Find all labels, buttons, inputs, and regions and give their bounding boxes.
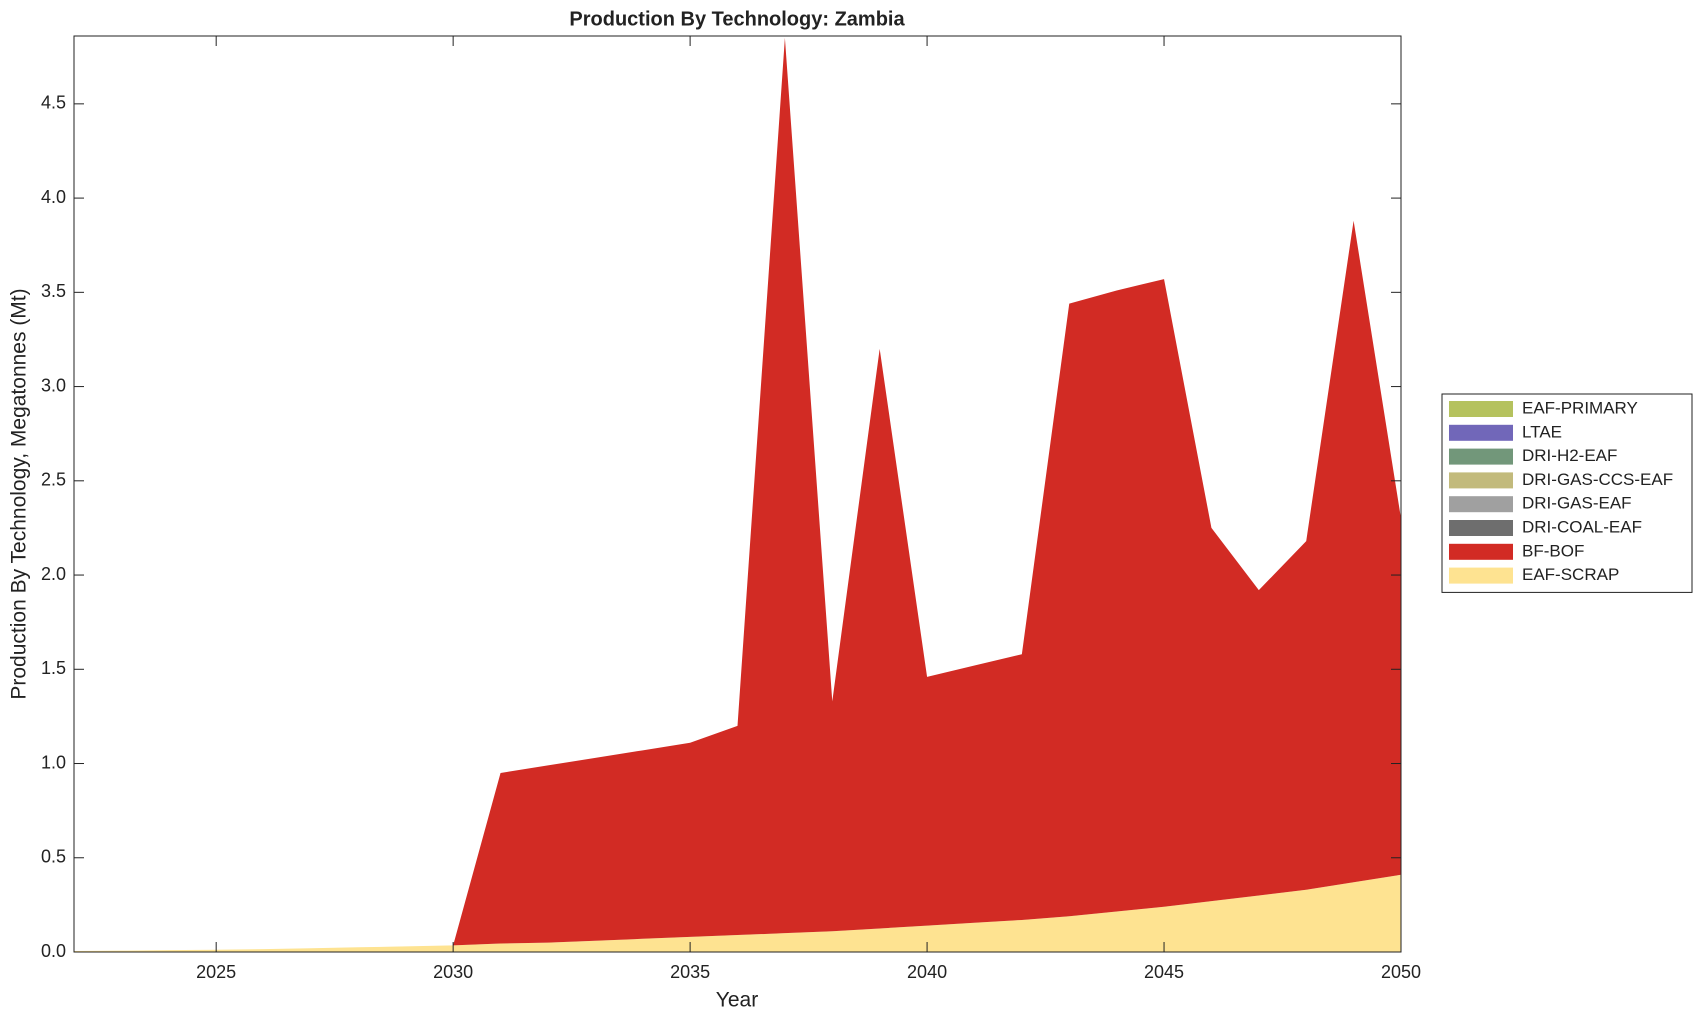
legend-label: DRI-GAS-EAF	[1522, 494, 1632, 513]
y-tick-label: 4.5	[41, 93, 66, 113]
y-tick-label: 4.0	[41, 187, 66, 207]
y-tick-label: 1.0	[41, 752, 66, 772]
area	[74, 37, 1401, 952]
legend-swatch	[1449, 401, 1513, 417]
y-tick-label: 3.0	[41, 375, 66, 395]
legend-swatch	[1449, 472, 1513, 489]
y-tick-label: 3.5	[41, 281, 66, 301]
legend-swatch	[1449, 424, 1513, 441]
x-tick-label: 2040	[907, 962, 947, 982]
legend-label: EAF-PRIMARY	[1522, 398, 1638, 417]
legend-swatch	[1449, 567, 1513, 584]
chart-title: Production By Technology: Zambia	[569, 8, 905, 30]
x-tick-label: 2035	[670, 962, 710, 982]
legend-swatch	[1449, 496, 1513, 513]
y-tick-label: 2.0	[41, 564, 66, 584]
y-tick-label: 1.5	[41, 658, 66, 678]
x-tick-label: 2025	[196, 962, 236, 982]
x-tick-label: 2050	[1381, 962, 1421, 982]
y-axis-label: Production By Technology, Megatonnes (Mt…	[8, 288, 31, 699]
y-tick-label: 0.5	[41, 847, 66, 867]
x-tick-label: 2045	[1144, 962, 1184, 982]
legend-label: LTAE	[1522, 422, 1562, 441]
legend-label: DRI-GAS-CCS-EAF	[1522, 470, 1673, 489]
y-tick-label: 2.5	[41, 470, 66, 490]
y-tick-label: 0.0	[41, 941, 66, 961]
legend-swatch	[1449, 520, 1513, 536]
legend-label: DRI-H2-EAF	[1522, 446, 1617, 465]
legend-label: EAF-SCRAP	[1522, 565, 1619, 584]
legend-label: DRI-COAL-EAF	[1522, 517, 1642, 536]
legend-swatch	[1449, 543, 1513, 560]
legend-swatch	[1449, 448, 1513, 465]
x-axis-label: Year	[716, 989, 758, 1012]
plot-frame	[73, 35, 1402, 953]
legend-label: BF-BOF	[1522, 541, 1584, 560]
area	[74, 874, 1401, 952]
x-tick-label: 2030	[433, 962, 473, 982]
